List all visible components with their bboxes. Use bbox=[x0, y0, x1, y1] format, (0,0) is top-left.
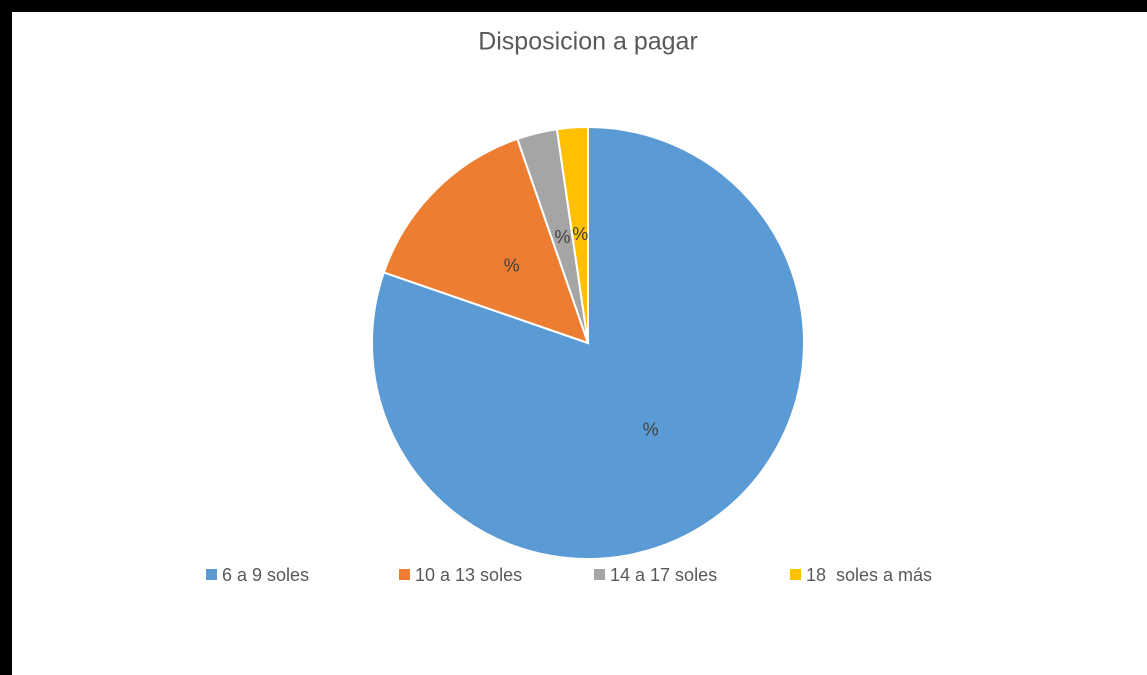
frame-left bbox=[0, 0, 12, 675]
legend-label: 10 a 13 soles bbox=[415, 565, 522, 585]
pie-slice bbox=[371, 125, 805, 560]
legend-label: 6 a 9 soles bbox=[222, 565, 309, 585]
legend-swatch bbox=[206, 569, 217, 580]
frame-top bbox=[0, 0, 1147, 12]
data-label: % bbox=[572, 224, 588, 244]
legend-swatch bbox=[790, 569, 801, 580]
pie-slice bbox=[382, 137, 590, 345]
data-label: % bbox=[643, 420, 659, 440]
legend-label: 14 a 17 soles bbox=[610, 565, 717, 585]
legend-swatch bbox=[594, 569, 605, 580]
pie-slice bbox=[555, 125, 589, 344]
legend-label: 18 soles a más bbox=[806, 565, 932, 585]
chart-title: Disposicion a pagar bbox=[478, 28, 698, 56]
data-label: % bbox=[554, 227, 570, 247]
legend-swatch bbox=[399, 569, 410, 580]
data-label: % bbox=[504, 255, 520, 275]
